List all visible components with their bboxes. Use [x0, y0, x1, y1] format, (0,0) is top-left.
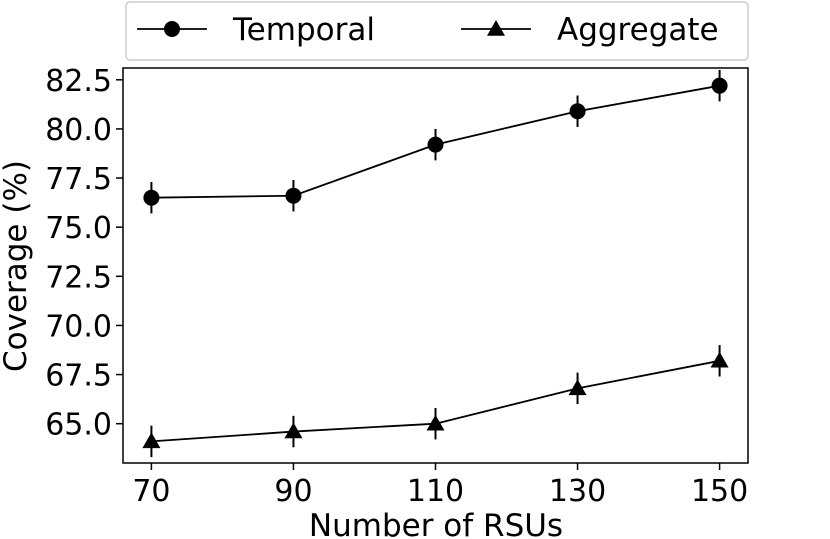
y-tick-label: 70.0 — [45, 309, 112, 344]
series-temporal — [143, 69, 728, 214]
legend-item-aggregate: Aggregate — [461, 12, 719, 48]
data-point-temporal — [285, 187, 302, 204]
y-tick-label: 67.5 — [45, 359, 112, 394]
y-tick-label: 65.0 — [45, 408, 112, 443]
data-point-aggregate — [142, 432, 161, 449]
x-tick-label: 110 — [407, 474, 464, 509]
data-point-aggregate — [568, 379, 587, 396]
legend-frame — [125, 1, 749, 61]
data-point-temporal — [427, 136, 444, 153]
data-point-temporal — [711, 77, 728, 94]
series-aggregate — [142, 345, 729, 458]
legend: Temporal Aggregate — [125, 1, 749, 61]
data-point-aggregate — [284, 422, 303, 439]
legend-label: Aggregate — [557, 12, 719, 48]
x-tick-label: 70 — [132, 474, 170, 509]
y-tick-label: 82.5 — [45, 64, 112, 99]
y-tick-label: 80.0 — [45, 113, 112, 148]
data-point-aggregate — [710, 351, 729, 368]
x-tick-label: 90 — [274, 474, 312, 509]
x-tick-label: 130 — [549, 474, 606, 509]
x-tick-label: 150 — [691, 474, 748, 509]
y-axis-label: Coverage (%) — [0, 160, 34, 372]
legend-marker-temporal — [164, 21, 180, 37]
y-tick-label: 75.0 — [45, 211, 112, 246]
y-tick-label: 77.5 — [45, 162, 112, 197]
data-point-temporal — [569, 103, 586, 120]
legend-item-temporal: Temporal — [137, 12, 375, 48]
legend-label: Temporal — [232, 12, 375, 48]
data-point-aggregate — [426, 414, 445, 431]
plot-area-frame — [122, 67, 749, 464]
y-tick-label: 72.5 — [45, 260, 112, 295]
x-axis-label: Number of RSUs — [309, 508, 563, 539]
data-point-temporal — [143, 189, 160, 206]
legend-marker-aggregate — [487, 20, 505, 36]
